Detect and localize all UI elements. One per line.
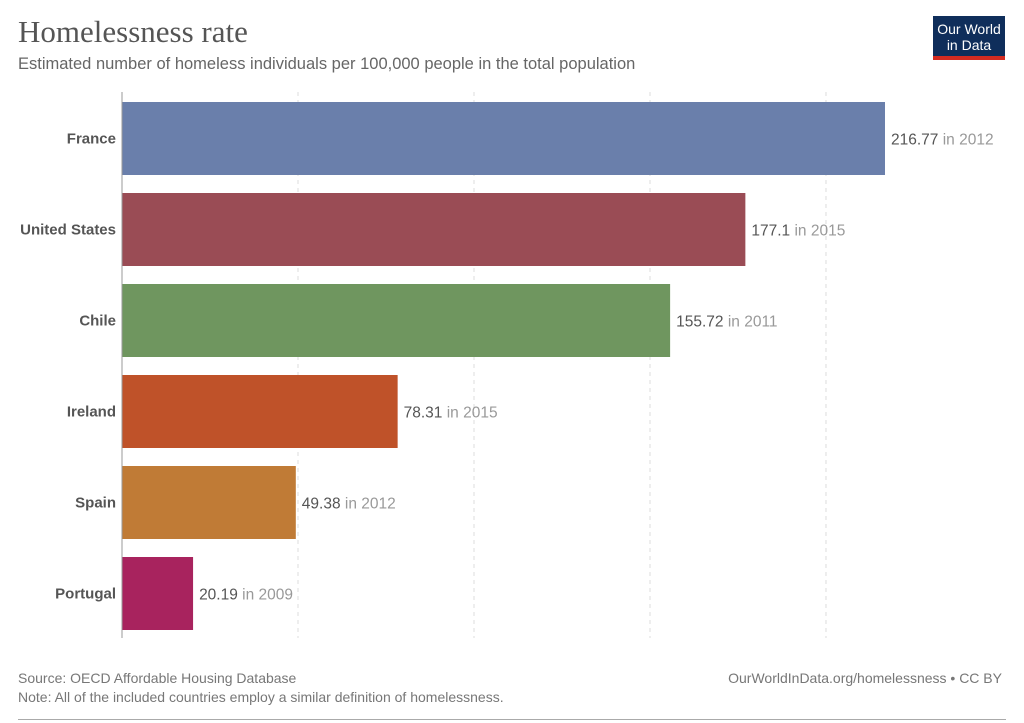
bar-spain [122,466,296,539]
category-label: United States [20,222,116,239]
bar-ireland [122,375,398,448]
owid-logo[interactable]: Our World in Data [933,16,1005,60]
bar-portugal [122,557,194,630]
category-label: Portugal [55,586,116,603]
category-label: France [67,131,116,148]
bar-united-states [122,193,746,266]
logo-line1: Our World [937,21,1001,37]
value-label: 78.31 in 2015 [404,405,498,422]
chart-title: Homelessness rate [18,14,248,49]
bar-chile [122,284,671,357]
category-label: Chile [79,313,116,330]
value-label: 216.77 in 2012 [891,132,994,149]
value-label: 155.72 in 2011 [676,314,777,331]
source-text: Source: OECD Affordable Housing Database [18,670,297,686]
note-text: Note: All of the included countries empl… [18,689,504,705]
bar-france [122,102,885,175]
value-label: 49.38 in 2012 [302,496,396,513]
url-link[interactable]: OurWorldInData.org/homelessness • CC BY [728,670,1002,686]
logo-line2: in Data [946,37,992,53]
value-label: 20.19 in 2009 [199,587,293,604]
chart-subtitle: Estimated number of homeless individuals… [18,55,636,73]
value-label: 177.1 in 2015 [751,223,845,240]
category-label: Spain [75,495,116,512]
category-label: Ireland [67,404,116,421]
footer-divider [18,719,1006,720]
